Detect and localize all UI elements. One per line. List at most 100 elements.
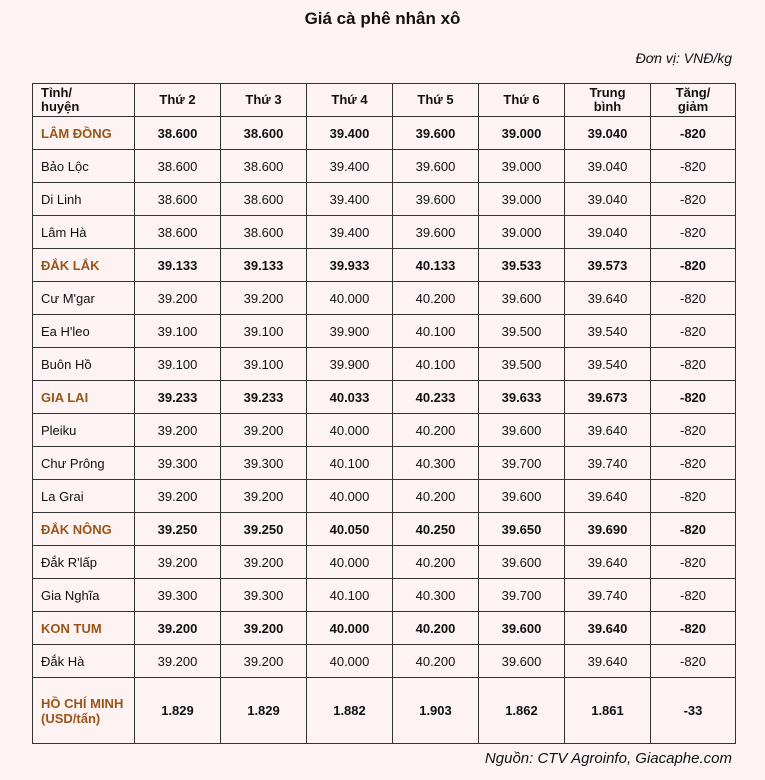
- table-row: Ea H'leo 39.100 39.100 39.900 40.100 39.500 39…: [32, 314, 736, 348]
- cell: 39.900: [306, 314, 393, 348]
- cell: -820: [650, 149, 736, 183]
- cell: 39.640: [564, 413, 651, 447]
- cell: 39.400: [306, 182, 393, 216]
- cell: 39.300: [134, 578, 221, 612]
- cell: 39.400: [306, 215, 393, 249]
- cell: 39.000: [478, 116, 565, 150]
- cell: 39.600: [478, 479, 565, 513]
- cell: 39.640: [564, 479, 651, 513]
- cell: 39.200: [134, 479, 221, 513]
- table-row: La Grai 39.200 39.200 40.000 40.200 39.600 39.…: [32, 479, 736, 513]
- cell: 40.050: [306, 512, 393, 546]
- cell: 39.100: [134, 314, 221, 348]
- cell: 39.500: [478, 314, 565, 348]
- column-header-text: Trung bình: [589, 85, 626, 114]
- cell: 40.250: [392, 512, 479, 546]
- row-label: Ea H'leo: [32, 314, 135, 348]
- row-label: HỒ CHÍ MINH (USD/tấn): [32, 677, 135, 744]
- row-label-text: Buôn Hồ: [41, 356, 92, 372]
- cell: 39.640: [564, 611, 651, 645]
- cell: 38.600: [134, 116, 221, 150]
- cell: 39.000: [478, 149, 565, 183]
- cell: 39.250: [220, 512, 307, 546]
- cell: 40.000: [306, 644, 393, 678]
- table-row: LÂM ĐỒNG 38.600 38.600 39.400 39.600 39.000 39…: [32, 116, 736, 150]
- cell: -820: [650, 215, 736, 249]
- column-header-text: Tỉnh/ huyện: [41, 85, 80, 114]
- cell: 39.640: [564, 644, 651, 678]
- cell: 40.100: [392, 347, 479, 381]
- cell: 40.100: [306, 578, 393, 612]
- row-label: Buôn Hồ: [32, 347, 135, 381]
- cell: 40.233: [392, 380, 479, 414]
- cell: -820: [650, 512, 736, 546]
- row-label-text: Bảo Lộc: [41, 158, 89, 174]
- column-header-text: Thứ 4: [331, 92, 368, 107]
- row-label-text: KON TUM: [41, 620, 102, 636]
- cell: 39.200: [220, 545, 307, 579]
- table-row: ĐẮK NÔNG 39.250 39.250 40.050 40.250 39.650 39…: [32, 512, 736, 546]
- row-label-text: Lâm Hà: [41, 224, 87, 240]
- cell: 40.000: [306, 545, 393, 579]
- cell: -820: [650, 281, 736, 315]
- cell: 39.200: [134, 281, 221, 315]
- cell: 39.600: [392, 215, 479, 249]
- row-label: LÂM ĐỒNG: [32, 116, 135, 150]
- row-unit-label: (USD/tấn): [41, 710, 101, 726]
- cell: 39.100: [220, 314, 307, 348]
- cell: 39.600: [392, 149, 479, 183]
- cell: 39.400: [306, 116, 393, 150]
- cell: 39.100: [220, 347, 307, 381]
- table-row: Lâm Hà 38.600 38.600 39.400 39.600 39.000 39.0…: [32, 215, 736, 249]
- cell: 39.040: [564, 116, 651, 150]
- title: Giá cà phê nhân xô: [304, 9, 461, 28]
- table-row: Pleiku 39.200 39.200 40.000 40.200 39.600 39.6…: [32, 413, 736, 447]
- cell: 40.133: [392, 248, 479, 282]
- column-header: Thứ 6: [478, 83, 565, 117]
- table-row: Bảo Lộc 38.600 38.600 39.400 39.600 39.000 39.…: [32, 149, 736, 183]
- cell: -820: [650, 116, 736, 150]
- cell: 39.933: [306, 248, 393, 282]
- row-label: ĐẮK NÔNG: [32, 512, 135, 546]
- cell: 40.000: [306, 611, 393, 645]
- cell: 39.500: [478, 347, 565, 381]
- cell: 40.200: [392, 611, 479, 645]
- row-label: Bảo Lộc: [32, 149, 135, 183]
- cell: 40.000: [306, 413, 393, 447]
- price-table: Tỉnh/ huyện Thứ 2 Thứ 3 Thứ 4 Thứ 5 Thứ 6 Trun…: [32, 83, 736, 744]
- table-row: Gia Nghĩa 39.300 39.300 40.100 40.300 39.700 3…: [32, 578, 736, 612]
- column-header: Thứ 5: [392, 83, 479, 117]
- cell: 39.200: [220, 644, 307, 678]
- cell: -820: [650, 314, 736, 348]
- row-label-text: La Grai: [41, 488, 84, 504]
- cell: 40.200: [392, 644, 479, 678]
- table-row: GIA LAI 39.233 39.233 40.033 40.233 39.633 39.…: [32, 380, 736, 414]
- row-label-text: ĐẮK NÔNG: [41, 521, 112, 537]
- cell: 39.600: [478, 611, 565, 645]
- cell: 39.200: [220, 413, 307, 447]
- cell: -820: [650, 380, 736, 414]
- cell: 39.900: [306, 347, 393, 381]
- table-row: Di Linh 38.600 38.600 39.400 39.600 39.000 39.…: [32, 182, 736, 216]
- cell: 1.829: [134, 677, 221, 744]
- row-label: Pleiku: [32, 413, 135, 447]
- cell: 39.640: [564, 281, 651, 315]
- row-label-text: Cư M'gar: [41, 290, 95, 306]
- column-header-text: Thứ 6: [503, 92, 540, 107]
- table-row: Đắk R'lấp 39.200 39.200 40.000 40.200 39.600 3…: [32, 545, 736, 579]
- table-row: HỒ CHÍ MINH (USD/tấn) 1.829 1.829 1.882 1.903…: [32, 677, 736, 744]
- cell: 39.673: [564, 380, 651, 414]
- cell: -820: [650, 611, 736, 645]
- cell: 40.200: [392, 479, 479, 513]
- row-label-text: LÂM ĐỒNG: [41, 125, 112, 141]
- cell: -820: [650, 248, 736, 282]
- row-label: Chư Prông: [32, 446, 135, 480]
- cell: 39.600: [478, 413, 565, 447]
- cell: 39.700: [478, 446, 565, 480]
- source: Nguồn: CTV Agroinfo, Giacaphe.com: [484, 750, 732, 767]
- cell: 40.200: [392, 281, 479, 315]
- cell: 1.862: [478, 677, 565, 744]
- cell: 39.100: [134, 347, 221, 381]
- row-label-text: Đắk Hà: [41, 653, 85, 669]
- row-label-text: Pleiku: [41, 422, 77, 438]
